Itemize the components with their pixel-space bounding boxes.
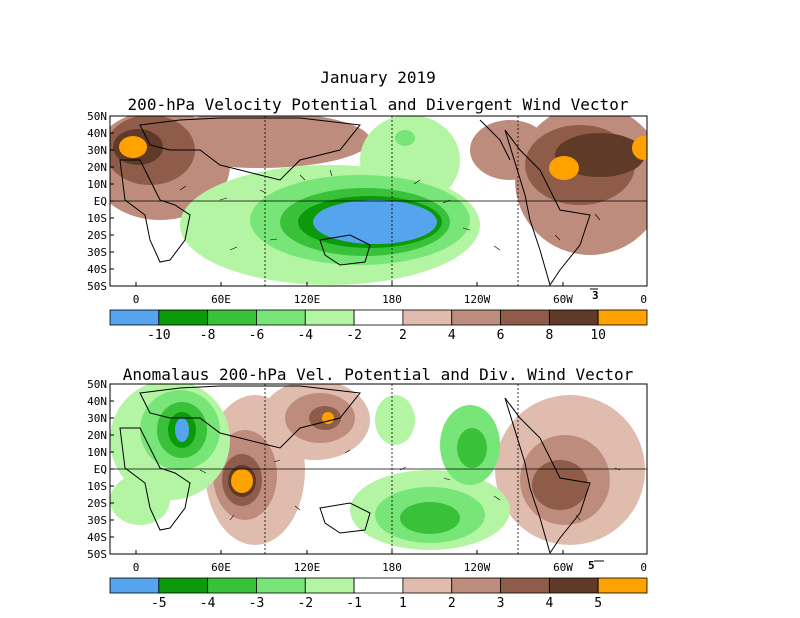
lon-tick-label: 60E [211, 293, 231, 306]
panel2-plot [110, 384, 647, 554]
lon-tick-label: 0 [640, 561, 647, 574]
colorbar-label: -4 [297, 328, 313, 343]
lat-tick-label: 50N [87, 378, 107, 391]
colorbar-label: 10 [590, 328, 606, 343]
lat-tick-label: 10S [87, 480, 107, 493]
colorbar-swatch [256, 577, 306, 594]
lat-tick-label: 10N [87, 446, 107, 459]
colorbar-label: 1 [399, 596, 407, 611]
main-title: January 2019 [320, 68, 436, 87]
lat-tick-label: 40S [87, 531, 107, 544]
colorbar-swatch [500, 577, 550, 594]
lon-tick-label: 60E [211, 561, 231, 574]
colorbar-label: -4 [200, 596, 216, 611]
colorbar-swatch [158, 309, 209, 326]
panel1-negative-field [180, 116, 480, 285]
lat-tick-label: 40N [87, 395, 107, 408]
colorbar-swatch [207, 309, 257, 326]
colorbar-label: 4 [448, 328, 456, 343]
lon-tick-label: 0 [133, 561, 140, 574]
colorbar-swatch [158, 577, 209, 594]
lat-tick-label: EQ [94, 463, 107, 476]
panel2-title: Anomalaus 200-hPa Vel. Potential and Div… [123, 365, 634, 384]
colorbar-label: -5 [151, 596, 167, 611]
panel1-max [119, 136, 647, 180]
lat-tick-label: 20N [87, 161, 107, 174]
panel2-max [231, 469, 253, 493]
colorbar-swatch [597, 577, 648, 594]
lat-tick-label: 30N [87, 412, 107, 425]
colorbar-label: -6 [249, 328, 265, 343]
panel2-min [175, 418, 189, 442]
colorbar-label: 5 [594, 596, 602, 611]
lon-tick-label: 0 [133, 293, 140, 306]
lat-tick-label: 30N [87, 144, 107, 157]
colorbar-label: -2 [297, 596, 313, 611]
lon-tick-label: 180 [382, 561, 402, 574]
lat-tick-label: 10S [87, 212, 107, 225]
lat-tick-label: 20N [87, 429, 107, 442]
lat-tick-label: 30S [87, 246, 107, 259]
colorbar-swatch [548, 577, 599, 594]
colorbar-swatch [500, 309, 550, 326]
colorbar-swatch [451, 577, 501, 594]
colorbar-swatch [402, 309, 453, 326]
colorbar-swatch [304, 309, 355, 326]
colorbar-label: -8 [200, 328, 216, 343]
colorbar-swatch [548, 309, 599, 326]
colorbar-swatch [402, 577, 453, 594]
colorbar-label: 4 [545, 596, 553, 611]
lon-tick-label: 120W [464, 293, 491, 306]
colorbar-swatch [207, 577, 257, 594]
lon-tick-label: 120E [294, 561, 321, 574]
colorbar-swatch [451, 309, 501, 326]
lat-tick-label: 20S [87, 229, 107, 242]
panel1-min [313, 200, 437, 244]
colorbar-label: -2 [346, 328, 362, 343]
lat-tick-label: 50S [87, 280, 107, 293]
colorbar-swatch [353, 309, 404, 326]
lon-tick-label: 60W [553, 293, 573, 306]
lon-tick-label: 120E [294, 293, 321, 306]
colorbar-swatch [256, 309, 306, 326]
panel2-negative-field [110, 384, 510, 550]
lat-tick-label: 50N [87, 110, 107, 123]
lat-tick-label: 30S [87, 514, 107, 527]
panel1-title: 200-hPa Velocity Potential and Divergent… [128, 95, 629, 114]
panel1-vectors [179, 169, 601, 251]
lat-tick-label: 40S [87, 263, 107, 276]
lat-tick-label: 10N [87, 178, 107, 191]
colorbar-swatch [597, 309, 648, 326]
colorbar-swatch [304, 577, 355, 594]
colorbar-label: 3 [497, 596, 505, 611]
lon-tick-label: 0 [640, 293, 647, 306]
panel1-plot [110, 116, 647, 286]
colorbar-label: -3 [249, 596, 265, 611]
lat-tick-label: EQ [94, 195, 107, 208]
colorbar-label: 2 [448, 596, 456, 611]
colorbar-label: 6 [497, 328, 505, 343]
lon-tick-label: 120W [464, 561, 491, 574]
lat-tick-label: 20S [87, 497, 107, 510]
colorbar-label: -10 [147, 328, 170, 343]
panel1-vector-ref: 3 [592, 289, 599, 302]
panel2-continents [119, 385, 591, 554]
lon-tick-label: 180 [382, 293, 402, 306]
colorbar-swatch [353, 577, 404, 594]
colorbar-swatch [109, 309, 160, 326]
colorbar-label: -1 [346, 596, 362, 611]
panel1-continents [119, 117, 591, 286]
colorbar-label: 2 [399, 328, 407, 343]
lon-tick-label: 60W [553, 561, 573, 574]
colorbar-swatch [109, 577, 160, 594]
lat-tick-label: 40N [87, 127, 107, 140]
colorbar-label: 8 [545, 328, 553, 343]
panel2-vector-ref: 5 [588, 559, 595, 572]
lat-tick-label: 50S [87, 548, 107, 561]
